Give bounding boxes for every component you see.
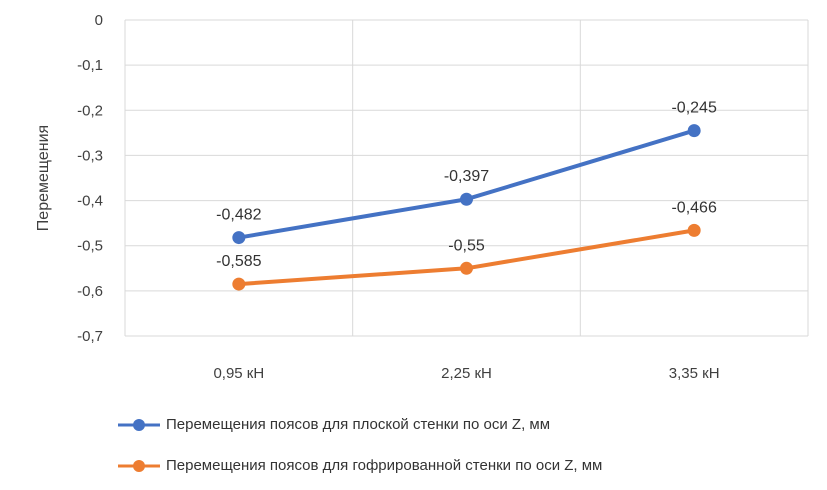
series-0: -0,482 -0,397 -0,245: [216, 100, 717, 245]
data-point: [687, 124, 701, 138]
x-tick-label: 3,35 кН: [669, 365, 720, 382]
x-tick-label: 0,95 кН: [213, 365, 264, 382]
legend-marker-corrugated: [118, 459, 160, 472]
data-label: -0,466: [671, 199, 716, 216]
data-point: [232, 231, 246, 245]
data-label: -0,245: [671, 100, 716, 117]
y-tick-label: -0,5: [77, 238, 103, 255]
axes: 0 -0,1 -0,2 -0,3 -0,4 -0,5 -0,6 -0,7 0,95 кН 2,25…: [77, 12, 719, 382]
data-label: -0,397: [444, 168, 489, 185]
data-point: [232, 277, 246, 291]
y-tick-label: -0,6: [77, 283, 103, 300]
y-tick-label: -0,2: [77, 102, 103, 119]
y-tick-label: -0,3: [77, 147, 103, 164]
series-1: -0,585 -0,55 -0,466: [216, 199, 717, 291]
legend-marker-flat: [118, 418, 160, 431]
legend-label-flat: Перемещения поясов для плоской стенки по…: [166, 416, 551, 433]
y-tick-label: -0,4: [77, 193, 103, 210]
legend-item-flat: Перемещения поясов для плоской стенки по…: [118, 416, 550, 433]
legend-item-corrugated: Перемещения поясов для гофрированной сте…: [118, 457, 602, 474]
data-label: -0,55: [448, 237, 485, 254]
series: -0,482 -0,397 -0,245 -0,585 -0,55 -0,466: [216, 100, 717, 291]
data-point: [460, 261, 473, 275]
y-tick-label: 0: [95, 12, 103, 29]
data-label: -0,585: [216, 253, 261, 270]
data-label: -0,482: [216, 207, 261, 224]
data-point: [460, 192, 473, 206]
legend-label-corrugated: Перемещения поясов для гофрированной сте…: [166, 457, 603, 474]
data-point: [687, 223, 701, 237]
y-tick-label: -0,1: [77, 57, 103, 74]
y-axis-label: Перемещения: [35, 125, 52, 231]
x-tick-label: 2,25 кН: [441, 365, 492, 382]
y-tick-label: -0,7: [77, 328, 103, 345]
